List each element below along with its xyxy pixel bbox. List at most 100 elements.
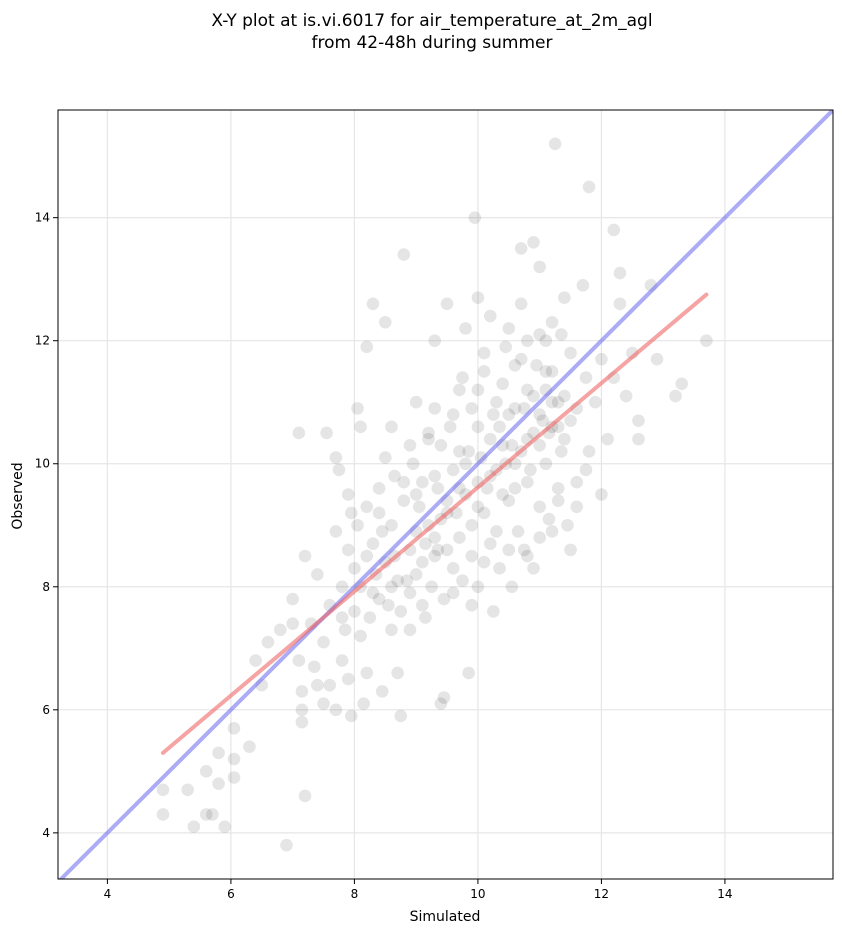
scatter-point [446, 586, 460, 600]
scatter-point [351, 518, 364, 532]
scatter-point [419, 611, 432, 624]
scatter-point [483, 432, 497, 446]
scatter-point [391, 574, 404, 587]
scatter-point [434, 697, 448, 710]
scatter-point [477, 365, 491, 378]
reference-lines [58, 110, 833, 879]
x-tick-label: 14 [717, 887, 732, 901]
scatter-point [363, 611, 377, 624]
scatter-point [576, 279, 590, 292]
scatter-point [329, 703, 343, 717]
scatter-point [471, 580, 485, 594]
scatter-point [564, 346, 577, 360]
grid-lines [58, 110, 833, 879]
scatter-point [542, 512, 556, 526]
scatter-point [443, 420, 457, 434]
scatter-point [400, 574, 414, 587]
scatter-point [372, 482, 386, 495]
y-axis-label: Observed [10, 462, 26, 529]
scatter-point [582, 180, 596, 194]
scatter-point [446, 408, 460, 421]
scatter-point [332, 463, 346, 477]
scatter-point [545, 395, 559, 409]
scatter-point [517, 543, 531, 557]
scatter-point [456, 574, 469, 587]
scatter-point [317, 697, 330, 710]
scatter-point [502, 543, 516, 557]
plot-area [58, 110, 833, 879]
scatter-point [357, 697, 370, 710]
scatter-point [409, 488, 423, 501]
scatter-point [218, 820, 232, 834]
scatter-point [483, 309, 497, 323]
scatter-point [394, 709, 408, 723]
scatter-point [539, 365, 553, 378]
y-tick-label: 6 [42, 703, 50, 717]
scatter-point [493, 420, 506, 434]
scatter-point [675, 377, 689, 391]
scatter-point [403, 623, 417, 637]
scatter-point [508, 482, 522, 495]
scatter-point [403, 438, 417, 452]
scatter-point [320, 426, 333, 440]
scatter-point [354, 420, 367, 434]
scatter-point [156, 808, 170, 821]
scatter-point [462, 445, 475, 458]
scatter-point [406, 457, 420, 471]
scatter-point [206, 808, 219, 821]
scatter-point [601, 432, 614, 446]
scatter-point [521, 334, 534, 348]
scatter-point [227, 771, 241, 784]
scatter-point [360, 549, 374, 563]
scatter-point [465, 402, 479, 415]
scatter-point [227, 721, 241, 735]
scatter-point [366, 586, 380, 600]
scatter-point [490, 525, 503, 538]
scatter-point [533, 408, 546, 421]
x-tick-label: 12 [594, 887, 609, 901]
scatter-point [416, 555, 429, 569]
scatter-point [487, 408, 500, 421]
scatter-point [613, 297, 627, 311]
scatter-point [181, 783, 194, 797]
scatter-point [533, 531, 546, 544]
scatter-point [517, 402, 531, 415]
scatter-point [397, 494, 411, 507]
x-tick-label: 6 [227, 887, 235, 901]
scatter-point [465, 518, 479, 532]
scatter-point [453, 445, 466, 458]
identity-line [58, 110, 833, 879]
scatter-point [335, 611, 349, 624]
scatter-point [632, 414, 645, 427]
scatter-point [459, 322, 472, 335]
scatter-point [446, 562, 460, 575]
scatter-point [558, 389, 571, 403]
scatter-point [397, 248, 411, 261]
scatter-point [156, 783, 170, 797]
scatter-point [508, 402, 522, 415]
scatter-point [360, 340, 374, 354]
scatter-point [588, 395, 602, 409]
scatter-point [511, 525, 525, 538]
scatter-point [403, 586, 417, 600]
scatter-point [480, 482, 494, 495]
scatter-point [295, 715, 309, 729]
scatter-point [295, 703, 309, 717]
scatter-point [385, 518, 398, 532]
scatter-point [595, 488, 608, 501]
scatter-point [199, 765, 213, 778]
scatter-point [317, 635, 330, 649]
scatter-point [607, 223, 621, 237]
scatter-point [428, 531, 441, 544]
scatter-point [375, 685, 389, 698]
scatter-point [527, 389, 540, 403]
scatter-point [521, 383, 534, 397]
scatter-point [551, 494, 565, 507]
chart-subtitle: from 42-48h during summer [312, 33, 553, 53]
scatter-point [422, 432, 435, 446]
scatter-point [422, 426, 435, 440]
scatter-point [477, 346, 491, 360]
scatter-point [545, 365, 559, 378]
scatter-point [533, 500, 546, 514]
